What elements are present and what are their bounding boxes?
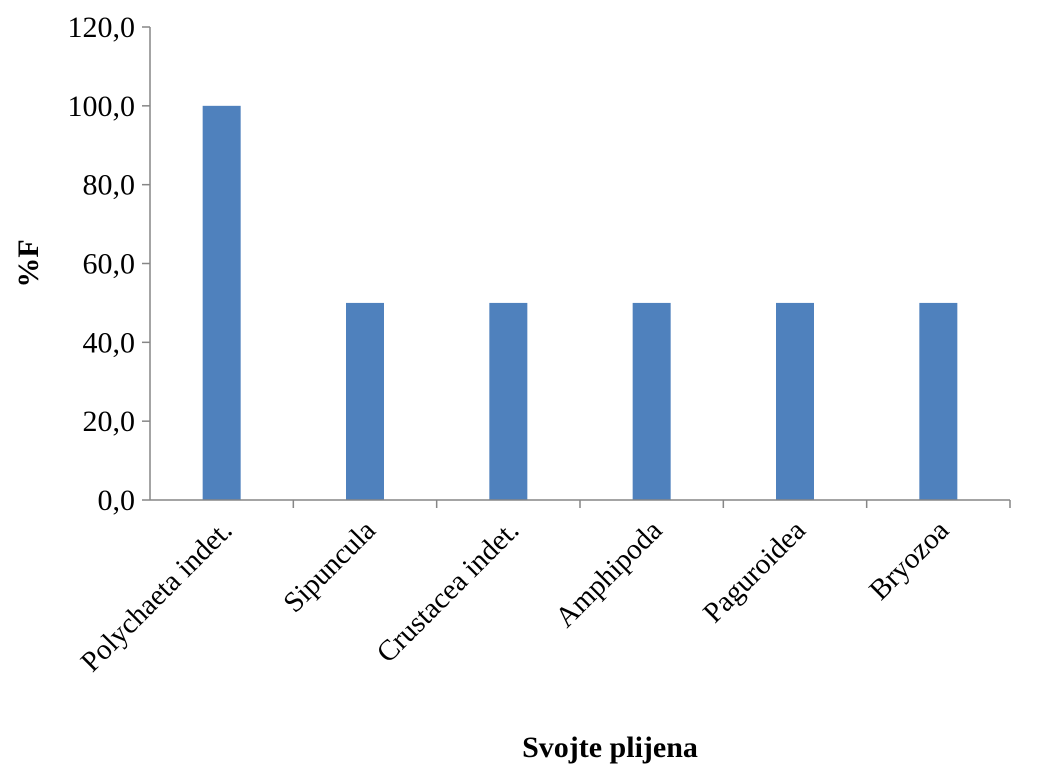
y-tick-label: 60,0 <box>83 248 136 281</box>
y-tick-label: 80,0 <box>83 169 136 202</box>
bar <box>202 105 241 500</box>
bar <box>919 302 958 500</box>
x-category-label: Sipuncula <box>277 514 382 619</box>
y-tick-label: 0,0 <box>98 484 136 517</box>
x-axis-title: Svojte plijena <box>522 731 698 764</box>
y-axis-ticks: 0,0 20,0 40,0 60,0 80,0 100,0 120,0 <box>68 11 150 517</box>
x-category-label: Amphipoda <box>549 514 669 634</box>
x-category-label: Paguroidea <box>697 514 812 629</box>
bar <box>489 302 528 500</box>
y-tick-label: 40,0 <box>83 326 136 359</box>
x-category-label: Crustacea indet. <box>371 514 526 669</box>
bar <box>632 302 671 500</box>
y-tick-label: 100,0 <box>68 90 136 123</box>
bar <box>346 302 384 500</box>
bar <box>776 302 814 500</box>
x-category-label: Bryozoa <box>863 514 955 606</box>
bars <box>202 105 1011 508</box>
y-tick-label: 120,0 <box>68 11 136 44</box>
y-axis-title: %F <box>12 239 45 287</box>
x-category-label: Polychaeta indet. <box>75 514 239 678</box>
y-tick-label: 20,0 <box>83 405 136 438</box>
